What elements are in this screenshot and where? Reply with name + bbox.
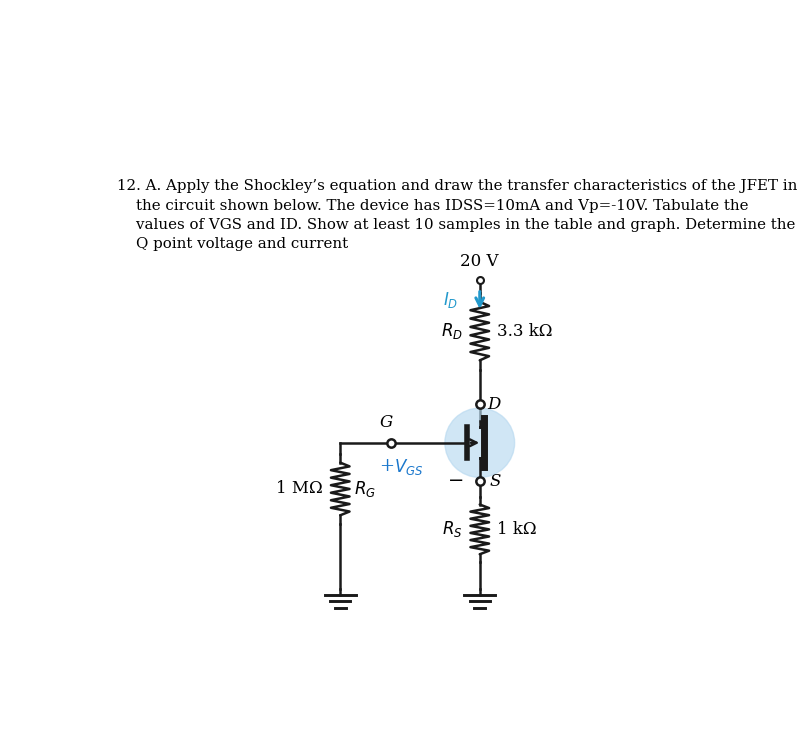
Text: 12. A. Apply the Shockley’s equation and draw the transfer characteristics of th: 12. A. Apply the Shockley’s equation and…	[117, 179, 798, 193]
Text: Q point voltage and current: Q point voltage and current	[117, 237, 348, 251]
Text: 1 kΩ: 1 kΩ	[497, 521, 537, 538]
Text: values of VGS and ID. Show at least 10 samples in the table and graph. Determine: values of VGS and ID. Show at least 10 s…	[117, 218, 795, 232]
Text: 20 V: 20 V	[461, 253, 499, 270]
Text: $R_G$: $R_G$	[354, 479, 376, 499]
Text: D: D	[487, 396, 501, 413]
Text: S: S	[489, 473, 501, 490]
Text: G: G	[380, 414, 394, 431]
Text: 1 MΩ: 1 MΩ	[277, 480, 323, 497]
Text: $R_D$: $R_D$	[441, 321, 462, 341]
Text: $R_S$: $R_S$	[442, 520, 462, 539]
Text: $V_{GS}$: $V_{GS}$	[394, 457, 424, 477]
Text: +: +	[379, 457, 394, 475]
Text: −: −	[448, 472, 465, 490]
Circle shape	[445, 408, 514, 477]
Text: $I_D$: $I_D$	[442, 290, 458, 310]
Text: 3.3 kΩ: 3.3 kΩ	[497, 323, 552, 339]
Text: the circuit shown below. The device has IDSS=10mA and Vp=-10V. Tabulate the: the circuit shown below. The device has …	[117, 199, 749, 213]
